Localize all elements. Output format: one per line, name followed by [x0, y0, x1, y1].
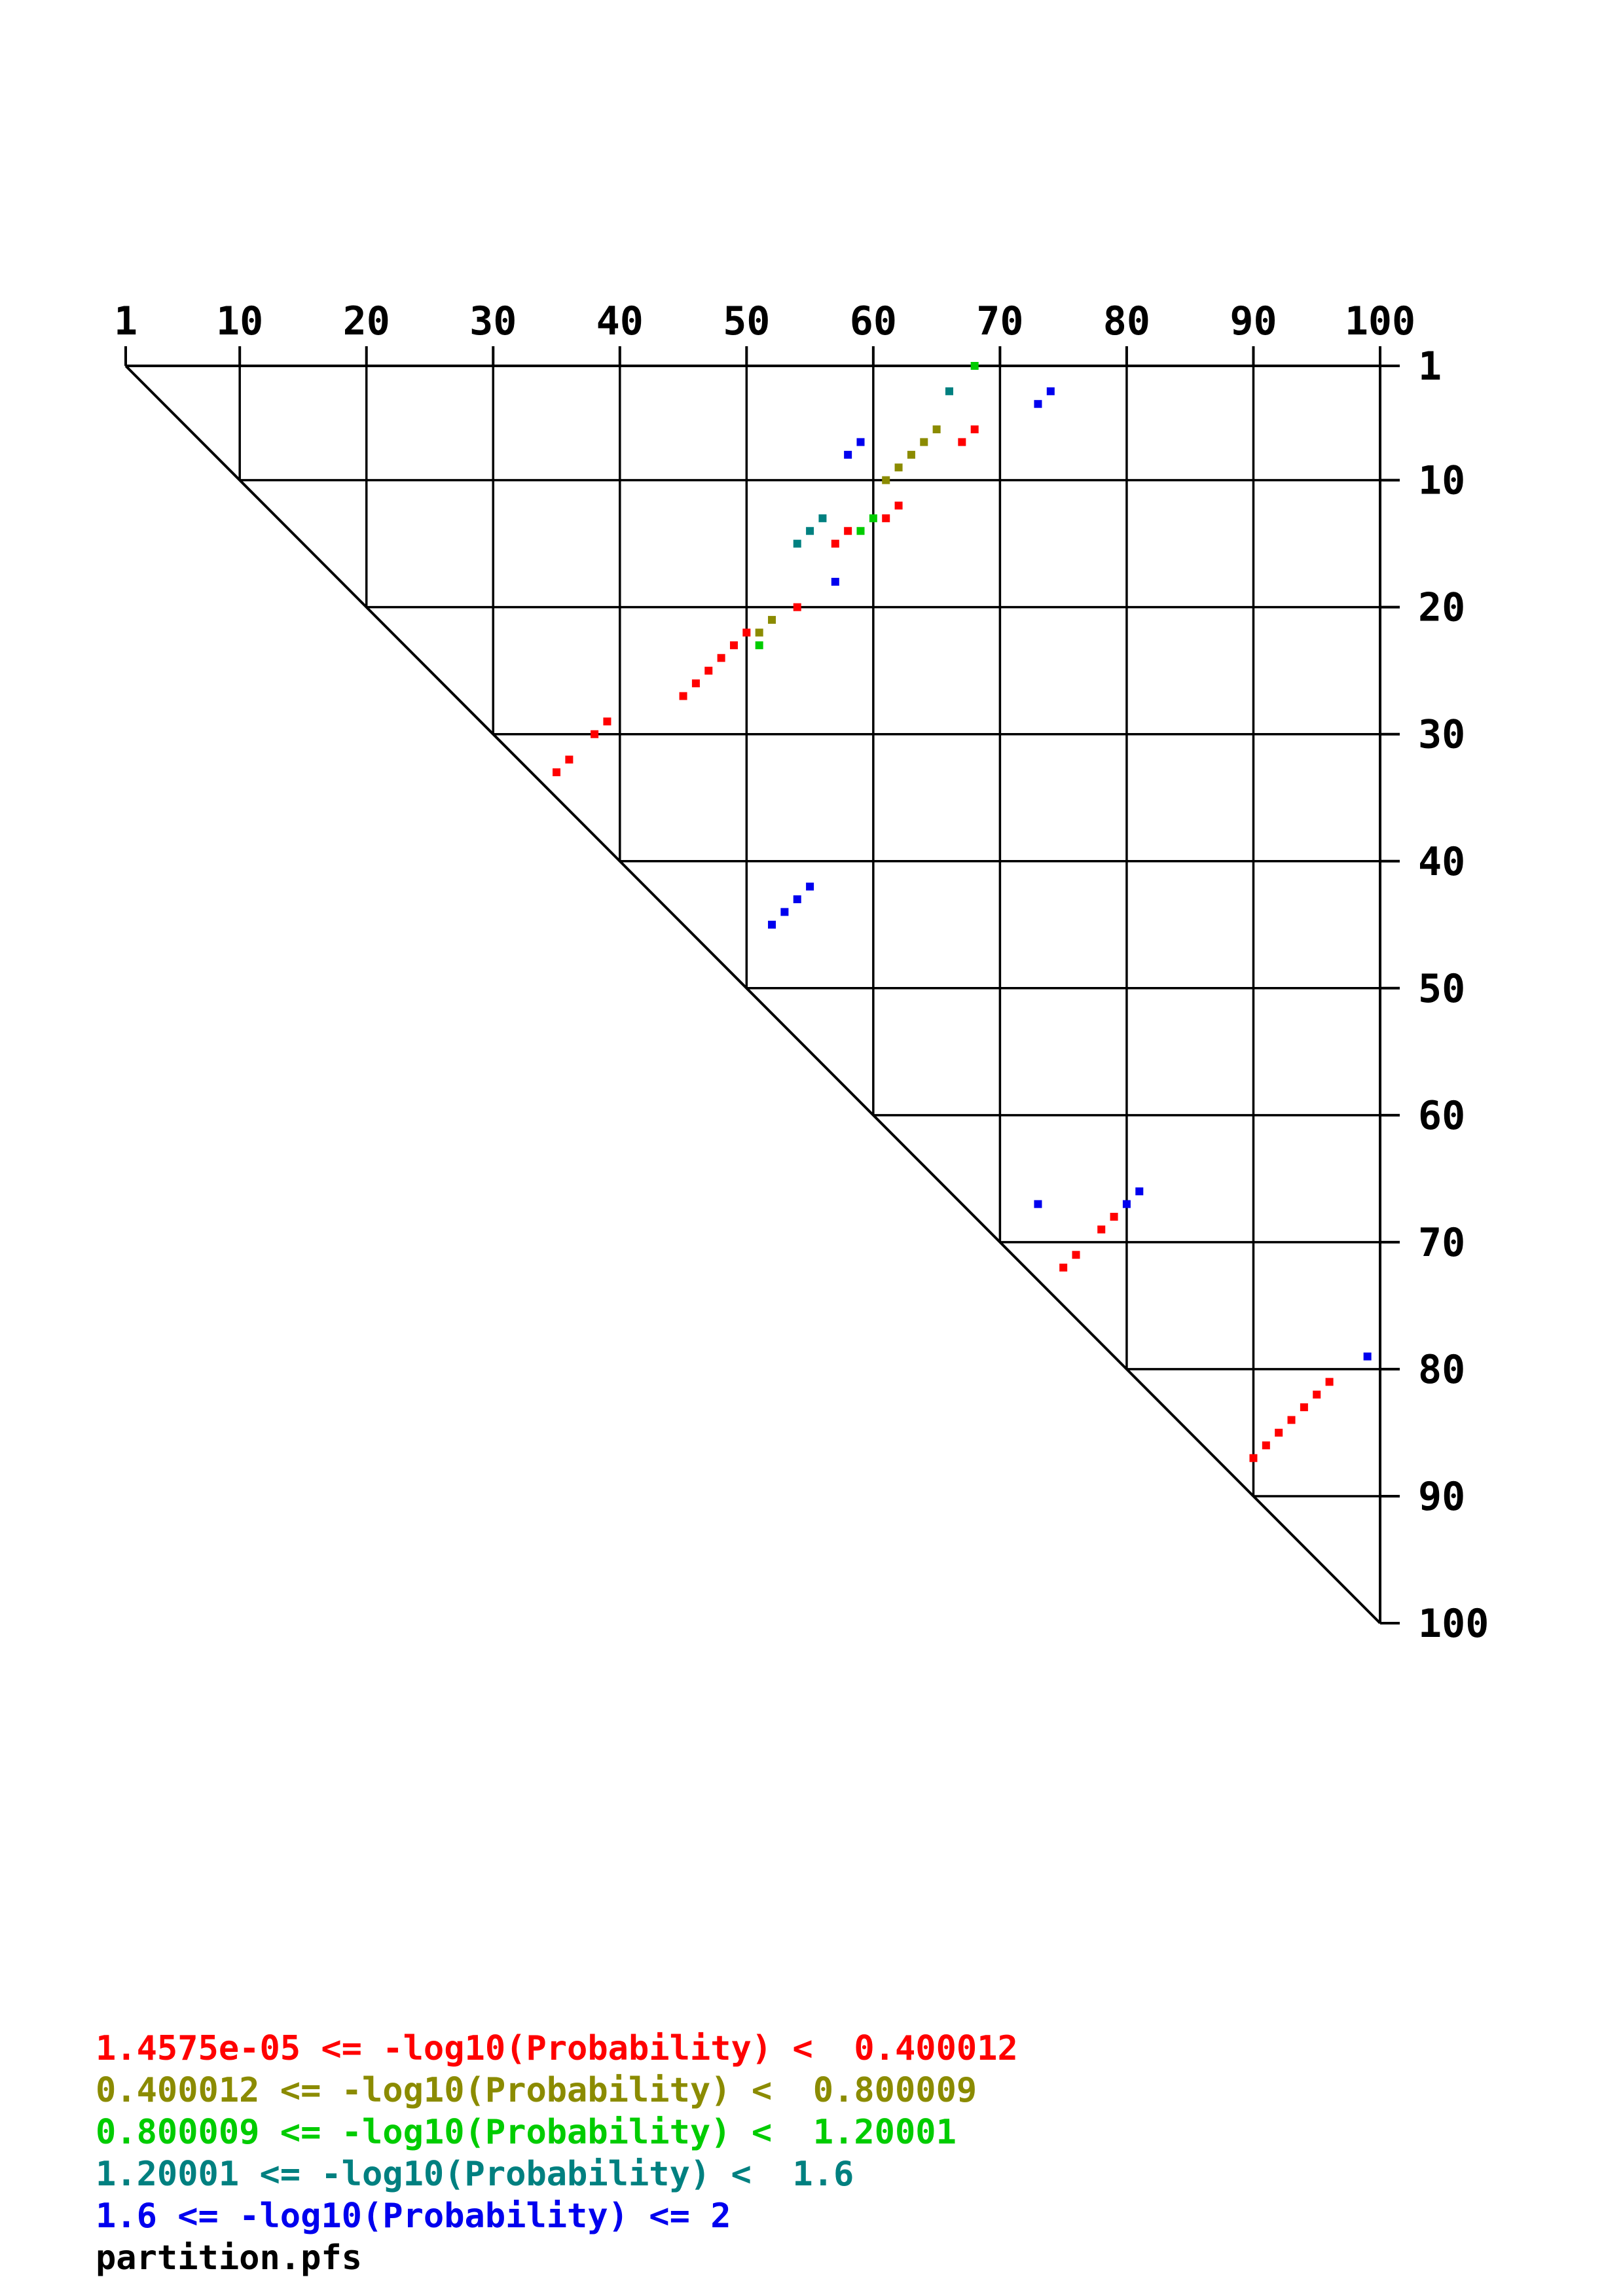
top-axis-label: 10: [216, 298, 263, 344]
data-point-prob-band-3: [755, 641, 763, 649]
data-point-prob-band-5: [1135, 1187, 1144, 1196]
data-point-prob-band-1: [679, 692, 687, 700]
data-point-prob-band-1: [1262, 1441, 1270, 1450]
data-point-prob-band-5: [806, 882, 814, 891]
legend-line-band-5: 1.6 <= -log10(Probability) <= 2: [96, 2197, 731, 2236]
data-point-prob-band-5: [780, 908, 789, 916]
data-point-prob-band-1: [970, 425, 979, 434]
data-point-prob-band-1: [793, 603, 801, 611]
data-point-prob-band-5: [768, 920, 776, 929]
data-point-prob-band-3: [856, 527, 865, 535]
right-axis-label: 10: [1418, 458, 1465, 504]
data-point-prob-band-1: [844, 527, 852, 535]
top-axis-label: 70: [976, 298, 1023, 344]
legend: 1.4575e-05 <= -log10(Probability) < 0.40…: [96, 2028, 1018, 2279]
data-point-prob-band-4: [818, 514, 827, 522]
right-axis-label: 30: [1418, 712, 1465, 758]
data-point-prob-band-4: [806, 527, 814, 535]
top-axis-label: 30: [469, 298, 517, 344]
data-point-prob-band-1: [565, 755, 574, 764]
data-point-prob-band-5: [831, 577, 839, 586]
data-point-prob-band-1: [742, 628, 751, 637]
data-point-prob-band-1: [958, 438, 966, 446]
data-point-prob-band-1: [831, 539, 839, 548]
right-axis-label: 90: [1418, 1474, 1465, 1520]
data-point-prob-band-3: [970, 362, 979, 370]
data-point-prob-band-1: [704, 666, 713, 675]
legend-line-band-2: 0.400012 <= -log10(Probability) < 0.8000…: [96, 2071, 977, 2110]
data-point-prob-band-1: [894, 501, 903, 510]
top-axis-label: 60: [850, 298, 897, 344]
legend-line-band-3: 0.800009 <= -log10(Probability) < 1.2000…: [96, 2113, 957, 2152]
data-point-prob-band-2: [894, 463, 903, 472]
legend-line-band-4: 1.20001 <= -log10(Probability) < 1.6: [96, 2155, 854, 2194]
right-axis-label: 80: [1418, 1347, 1465, 1393]
data-point-prob-band-2: [907, 450, 915, 459]
data-point-prob-band-1: [1275, 1428, 1283, 1437]
data-point-prob-band-1: [603, 717, 611, 726]
data-point-prob-band-3: [869, 514, 877, 522]
data-point-prob-band-1: [1072, 1251, 1080, 1259]
data-point-prob-band-1: [1059, 1263, 1068, 1272]
right-axis-label: 50: [1418, 966, 1465, 1012]
top-axis-label: 40: [596, 298, 644, 344]
data-point-prob-band-5: [844, 450, 852, 459]
right-axis-label: 40: [1418, 839, 1465, 885]
data-point-prob-band-5: [1122, 1200, 1131, 1208]
data-point-prob-band-1: [1300, 1403, 1308, 1412]
data-point-prob-band-1: [717, 654, 725, 662]
top-axis-label: 1: [114, 298, 137, 344]
data-point-prob-band-1: [1287, 1416, 1296, 1424]
data-point-prob-band-1: [1097, 1225, 1106, 1234]
data-point-prob-band-5: [1363, 1352, 1372, 1361]
top-axis-label: 50: [723, 298, 770, 344]
data-point-prob-band-1: [882, 514, 890, 522]
data-point-prob-band-5: [1034, 1200, 1042, 1208]
right-axis-label: 60: [1418, 1093, 1465, 1139]
data-point-prob-band-5: [1034, 400, 1042, 408]
data-point-prob-band-4: [945, 387, 953, 395]
data-point-prob-band-2: [920, 438, 928, 446]
data-point-prob-band-5: [1046, 387, 1055, 395]
data-point-prob-band-1: [729, 641, 738, 649]
data-point-prob-band-2: [768, 616, 776, 624]
data-point-prob-band-1: [591, 730, 599, 738]
data-point-prob-band-4: [793, 539, 801, 548]
data-point-prob-band-1: [1325, 1378, 1334, 1386]
data-point-prob-band-1: [553, 768, 561, 776]
right-axis-label: 1: [1418, 344, 1442, 389]
data-point-prob-band-1: [1110, 1213, 1118, 1221]
top-axis-label: 100: [1345, 298, 1415, 344]
data-point-prob-band-2: [932, 425, 941, 434]
data-point-prob-band-5: [856, 438, 865, 446]
plot-diagonal: [124, 365, 1381, 1624]
right-axis-label: 20: [1418, 585, 1465, 631]
top-axis-label: 20: [343, 298, 390, 344]
data-point-prob-band-1: [1313, 1390, 1321, 1399]
right-axis-label: 70: [1418, 1220, 1465, 1266]
legend-line-band-1: 1.4575e-05 <= -log10(Probability) < 0.40…: [96, 2029, 1018, 2068]
right-axis-label: 100: [1418, 1601, 1489, 1647]
data-point-prob-band-2: [755, 628, 763, 637]
data-point-prob-band-1: [691, 679, 700, 688]
top-axis-label: 80: [1103, 298, 1150, 344]
data-point-prob-band-2: [882, 476, 890, 484]
plot-filename: partition.pfs: [96, 2238, 362, 2278]
data-point-prob-band-1: [1249, 1454, 1258, 1462]
data-point-prob-band-5: [793, 895, 801, 903]
top-axis-label: 90: [1230, 298, 1277, 344]
